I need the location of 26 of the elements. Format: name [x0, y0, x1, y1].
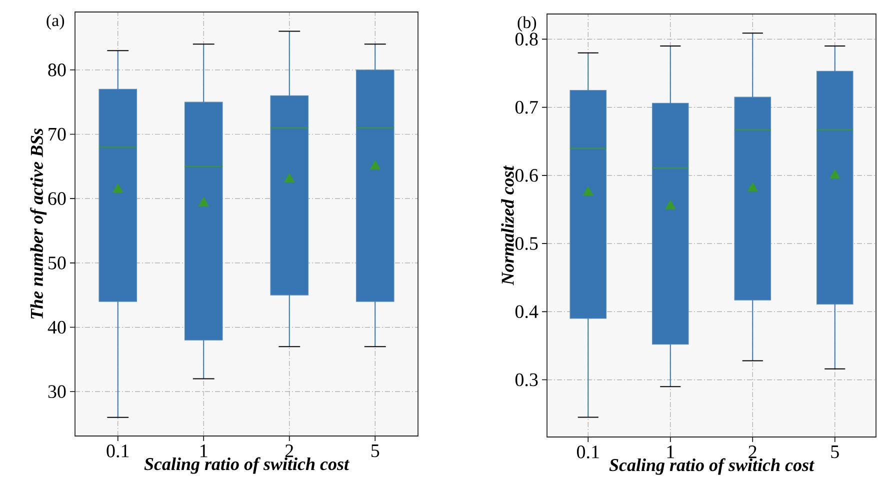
y-tick-label: 70: [48, 128, 66, 141]
x-axis-title: Scaling ratio of switich cost: [609, 458, 814, 475]
x-tick-label: 2: [285, 444, 294, 458]
y-tick-label: 50: [48, 256, 66, 270]
y-tick-label: 60: [48, 192, 66, 205]
y-axis-title: Normalized cost: [501, 165, 514, 286]
x-tick-label: 5: [371, 444, 380, 458]
text: (b): [518, 16, 536, 32]
x-tick-label: 2: [748, 446, 756, 458]
y-tick-label: 0.3: [515, 373, 538, 386]
y-tick-label: 80: [48, 64, 66, 76]
y-tick-label: 40: [48, 320, 66, 334]
y-tick-label: 0.4: [515, 305, 538, 318]
x-tick-label: 5: [831, 446, 839, 458]
y-tick-label: 30: [48, 385, 66, 398]
text: (a): [46, 14, 64, 30]
y-tick-label: 0.8: [515, 32, 538, 46]
x-tick-label: 0.1: [576, 446, 599, 458]
y-tick-label: 0.5: [515, 237, 538, 250]
x-tick-label: 1: [667, 446, 674, 458]
y-tick-label: 0.7: [515, 100, 538, 114]
x-axis-title: Scaling ratio of switich cost: [144, 457, 350, 474]
y-tick-label: 0.6: [515, 168, 538, 182]
x-tick-label: 0.1: [106, 444, 129, 458]
y-axis-title: The number of active BSs: [30, 128, 47, 319]
x-tick-label: 1: [200, 444, 208, 458]
